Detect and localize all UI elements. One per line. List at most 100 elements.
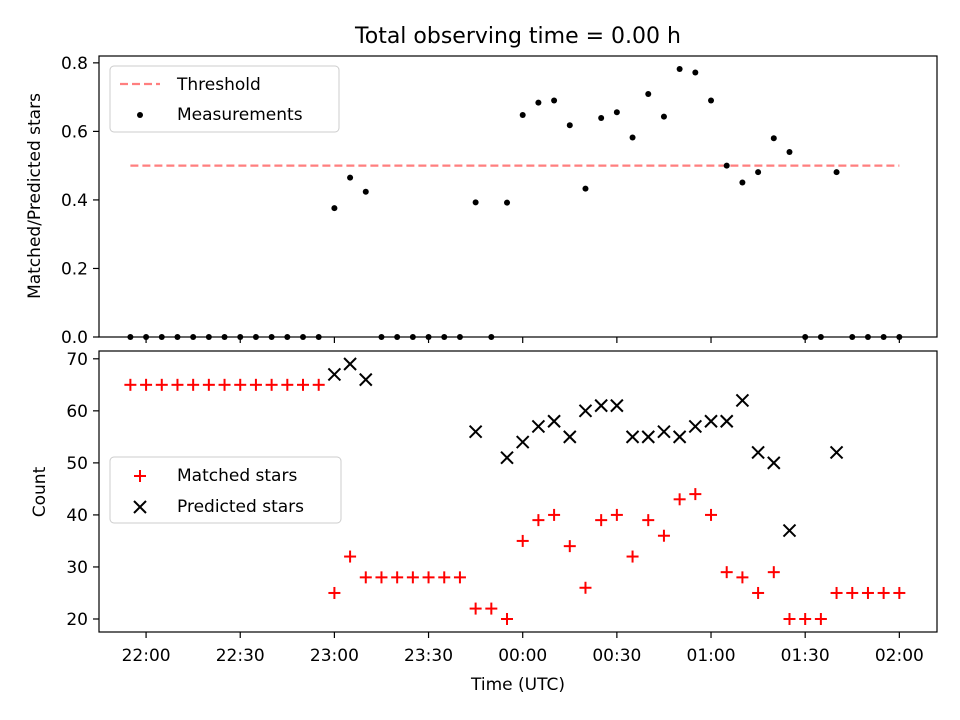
- matched-star-point: [249, 378, 262, 391]
- predicted-star-point: [720, 414, 734, 428]
- bottom-legend: Matched stars Predicted stars: [109, 456, 342, 524]
- predicted-star-point: [610, 398, 624, 413]
- matched-star-point: [234, 378, 247, 391]
- matched-star-point: [312, 378, 325, 391]
- matched-star-point: [814, 612, 827, 625]
- bottom-x-axis: 22:00 22:30 23:00 23:30 00:00 00:30 01:00 01:30…: [122, 632, 924, 666]
- matched-star-point: [861, 586, 874, 599]
- measurement-point: [582, 185, 589, 192]
- x-tick-label: 22:30: [216, 646, 265, 666]
- top-y-axis: 0.0 0.2 0.4 0.6 0.8: [61, 54, 99, 348]
- measurement-point: [645, 91, 652, 98]
- x-tick-label: 23:00: [310, 646, 359, 666]
- top-legend: Threshold Measurements: [109, 65, 340, 133]
- matched-star-point: [877, 586, 890, 599]
- matched-legend-swatch: [134, 470, 146, 482]
- matched-star-point: [626, 550, 639, 563]
- measurement-point: [347, 174, 354, 181]
- measurements-legend-swatch: [137, 112, 143, 118]
- bottom-plot-area: [124, 357, 906, 625]
- matched-star-point: [846, 586, 859, 599]
- matched-star-point: [485, 602, 498, 615]
- predicted-star-point: [672, 430, 687, 444]
- top-axes-frame: [98, 55, 938, 338]
- matched-star-point: [752, 586, 765, 599]
- matched-star-point: [673, 493, 686, 506]
- measurement-point: [331, 205, 338, 212]
- matched-star-point: [297, 378, 310, 391]
- x-tick-label: 22:00: [122, 646, 171, 666]
- predicted-star-point: [500, 450, 514, 465]
- predicted-star-point: [829, 445, 844, 460]
- matched-star-point: [202, 378, 215, 391]
- top-y-axis-label: Matched/Predicted stars: [25, 93, 45, 299]
- bottom-y-axis-label: Count: [30, 466, 50, 517]
- predicted-star-point: [657, 424, 671, 439]
- measurement-point: [676, 66, 683, 73]
- matched-star-point: [187, 378, 200, 391]
- measurement-point: [739, 179, 746, 186]
- bottom-y-tick-label: 40: [66, 506, 88, 526]
- measurement-point: [723, 162, 730, 169]
- x-tick-label: 01:30: [781, 646, 830, 666]
- matched-star-point: [391, 571, 404, 584]
- measurement-point: [504, 199, 511, 206]
- measurement-point: [755, 169, 762, 176]
- matched-star-point: [563, 540, 576, 553]
- bottom-y-tick-label: 60: [66, 402, 88, 422]
- threshold-legend-label: Threshold: [176, 75, 261, 95]
- bottom-y-tick-label: 20: [66, 610, 88, 630]
- measurement-point: [708, 97, 715, 104]
- measurement-point: [786, 148, 793, 155]
- matched-star-point: [218, 378, 231, 391]
- matched-star-point: [265, 378, 278, 391]
- measurement-point: [692, 69, 699, 76]
- predicted-star-point: [343, 357, 357, 371]
- matched-star-point: [453, 571, 466, 584]
- predicted-star-point: [359, 372, 373, 387]
- predicted-star-point: [782, 523, 797, 538]
- predicted-star-point: [688, 419, 703, 434]
- matched-star-point: [171, 378, 184, 391]
- predicted-legend-label: Predicted stars: [177, 497, 304, 517]
- top-panel: 0.00.20.40.60.8 Matched/Predicted stars …: [25, 54, 938, 348]
- x-tick-label: 01:00: [687, 646, 736, 666]
- top-legend-frame: [109, 65, 340, 133]
- top-y-tick-label: 0.8: [61, 54, 88, 74]
- predicted-star-point: [735, 393, 750, 408]
- top-y-tick-label: 0.0: [61, 328, 88, 348]
- matched-star-point: [359, 571, 372, 584]
- matched-star-point: [375, 571, 388, 584]
- predicted-star-point: [547, 414, 561, 428]
- predicted-star-point: [704, 414, 718, 428]
- matched-star-point: [595, 514, 608, 527]
- matched-star-point: [344, 550, 357, 563]
- matched-star-point: [720, 566, 733, 579]
- x-tick-label: 00:00: [498, 646, 547, 666]
- predicted-star-point: [516, 435, 530, 449]
- x-tick-label: 02:00: [875, 646, 924, 666]
- measurement-point: [660, 113, 667, 120]
- matched-star-point: [893, 586, 906, 599]
- matched-star-point: [548, 508, 561, 521]
- matched-star-point: [140, 378, 153, 391]
- measurement-point: [613, 109, 620, 116]
- x-tick-label: 23:30: [404, 646, 453, 666]
- predicted-legend-swatch: [133, 500, 147, 514]
- predicted-star-point: [641, 430, 655, 444]
- matched-star-point: [689, 488, 702, 501]
- measurement-point: [629, 134, 636, 141]
- matched-star-point: [406, 571, 419, 584]
- x-tick-label: 00:30: [592, 646, 641, 666]
- matched-star-point: [642, 514, 655, 527]
- measurements-legend-label: Measurements: [177, 105, 303, 125]
- matched-star-point: [422, 571, 435, 584]
- matched-star-point: [799, 612, 812, 625]
- matched-star-point: [657, 529, 670, 542]
- predicted-star-point: [751, 445, 765, 460]
- matched-star-point: [783, 612, 796, 625]
- top-x-ticks: [145, 337, 900, 343]
- bottom-y-tick-label: 30: [66, 558, 88, 578]
- bottom-panel: 20 30 40 50 60 70 22:00 22:30 23:00 23:30 00:00 00…: [30, 350, 938, 695]
- measurement-point: [770, 135, 777, 142]
